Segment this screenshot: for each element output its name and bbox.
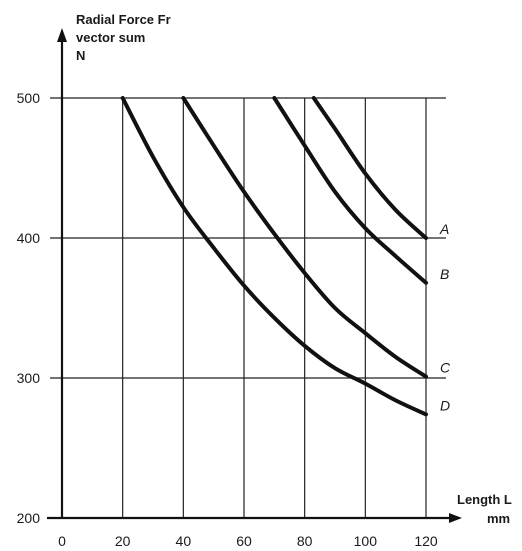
y-axis-title-line-1: Radial Force Fr — [76, 12, 171, 27]
x-tick-label: 20 — [115, 533, 131, 549]
x-tick-label: 0 — [58, 533, 66, 549]
x-tick-label: 60 — [236, 533, 252, 549]
y-axis-title-line-2: vector sum — [76, 30, 145, 45]
series-curve-a — [311, 96, 428, 240]
grid — [50, 97, 446, 518]
series-label-d: D — [440, 397, 450, 413]
y-tick-label: 300 — [17, 370, 41, 386]
series-curve-b — [272, 96, 428, 285]
tick-labels: 0 20 40 60 80 100 120 200 300 400 500 — [17, 90, 438, 549]
series-label-a: A — [439, 221, 449, 237]
series-labels: A B C D — [439, 221, 451, 413]
y-axis-arrow — [57, 28, 67, 42]
x-axis-arrow — [449, 513, 462, 523]
axes — [47, 28, 462, 523]
x-tick-label: 40 — [176, 533, 192, 549]
y-tick-label: 500 — [17, 90, 41, 106]
x-tick-label: 80 — [297, 533, 313, 549]
y-tick-label: 200 — [17, 510, 41, 526]
series-label-b: B — [440, 266, 449, 282]
y-axis-title-line-3: N — [76, 48, 85, 63]
x-tick-label: 120 — [414, 533, 438, 549]
series-curves — [120, 96, 428, 417]
x-axis-title-line-2: mm — [487, 511, 510, 526]
series-curve-d — [120, 96, 428, 417]
x-tick-label: 100 — [354, 533, 378, 549]
y-tick-label: 400 — [17, 230, 41, 246]
series-label-c: C — [440, 360, 451, 376]
x-axis-title-line-1: Length L — [457, 492, 512, 507]
series-curve-c — [181, 96, 428, 379]
